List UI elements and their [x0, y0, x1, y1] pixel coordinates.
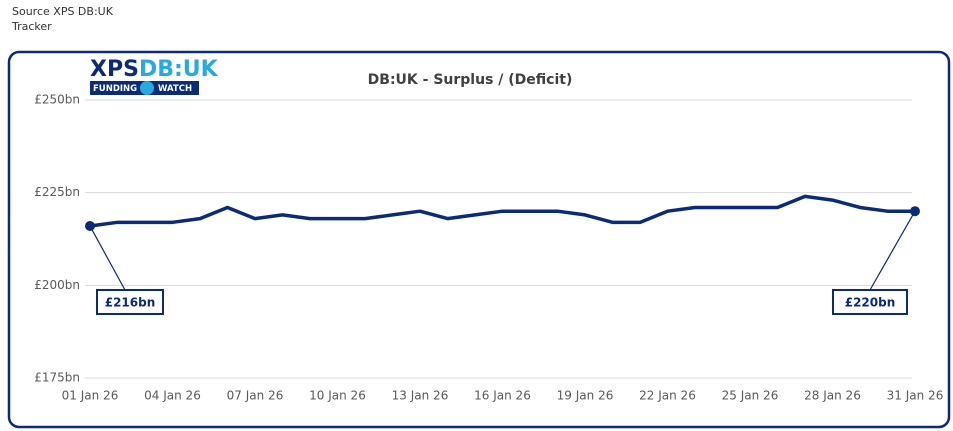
y-tick-label: £175bn — [34, 371, 80, 385]
data-line — [89, 194, 915, 228]
logo-left: FUNDING — [93, 84, 137, 94]
callout-box — [832, 289, 908, 315]
y-tick-label: £200bn — [34, 278, 80, 292]
y-tick-label: £250bn — [34, 93, 80, 107]
logo: XPSDB:UK FUNDING WATCH — [90, 57, 219, 95]
x-tick-label: 01 Jan 26 — [62, 389, 119, 403]
logo-main: XPSDB:UK — [90, 57, 219, 82]
callout-line — [869, 210, 916, 291]
chart-frame — [7, 50, 951, 429]
end-marker — [910, 206, 920, 217]
source-text: Source XPS DB:UK — [12, 5, 114, 18]
x-tick-label: 04 Jan 26 — [144, 389, 201, 403]
x-tick-label: 25 Jan 26 — [722, 389, 779, 403]
x-tick-label: 16 Jan 26 — [474, 389, 531, 403]
x-tick-label: 28 Jan 26 — [804, 389, 861, 403]
x-tick-label: 13 Jan 26 — [392, 389, 449, 403]
logo-accent: DB:UK — [139, 57, 219, 82]
x-tick-label: 19 Jan 26 — [557, 389, 614, 403]
logo-icon — [140, 81, 154, 95]
x-tick-label: 31 Jan 26 — [887, 389, 944, 403]
callout-box — [96, 289, 164, 315]
callout-line — [89, 225, 126, 291]
y-tick-label: £225bn — [34, 185, 80, 199]
value-label: £220bn — [845, 296, 896, 310]
chart-title: DB:UK - Surplus / (Deficit) — [368, 72, 573, 88]
end-marker — [85, 221, 95, 232]
source-text: Tracker — [11, 20, 52, 33]
logo-main: XPS — [90, 57, 139, 82]
value-label: £216bn — [105, 296, 156, 310]
logo-right: WATCH — [158, 84, 192, 94]
x-tick-label: 07 Jan 26 — [227, 389, 284, 403]
x-tick-label: 22 Jan 26 — [639, 389, 696, 403]
x-tick-label: 10 Jan 26 — [309, 389, 366, 403]
